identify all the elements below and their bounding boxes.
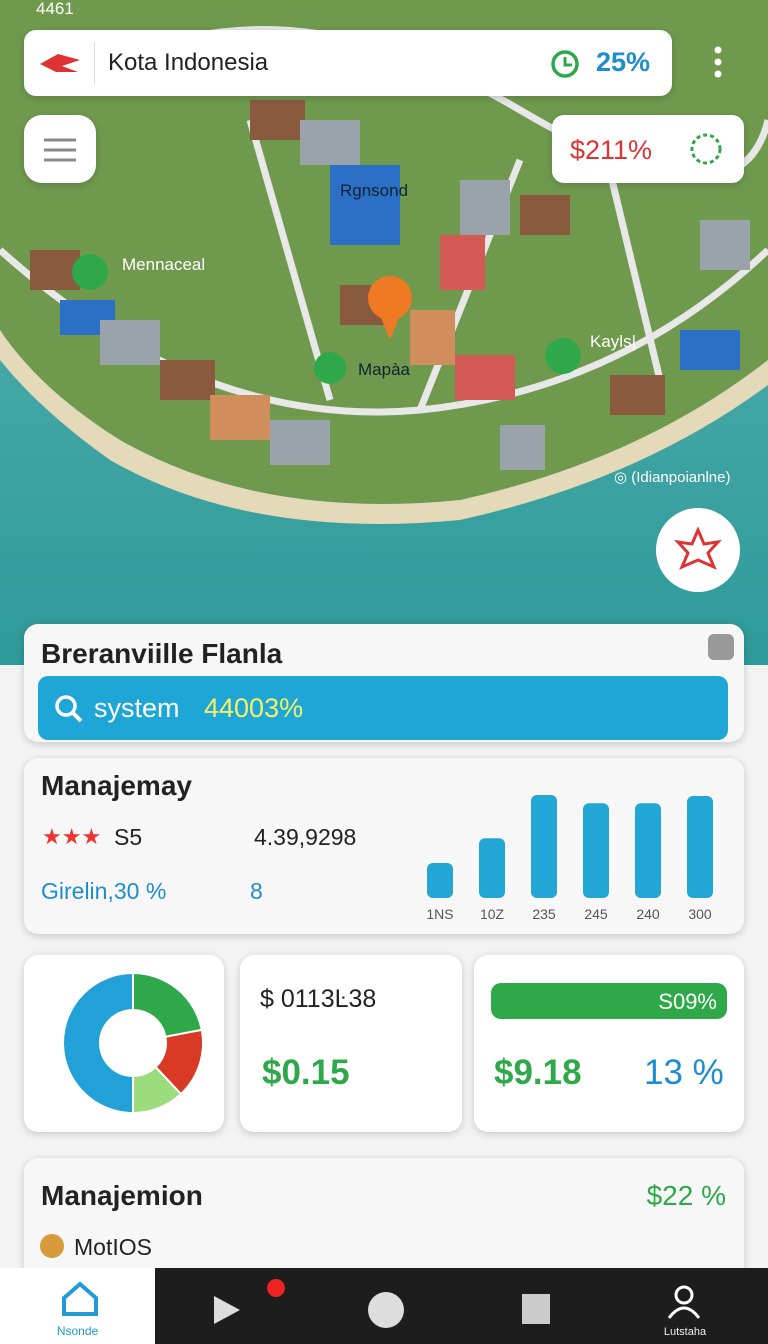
- flag-icon: [40, 54, 80, 72]
- value: $9.18: [494, 1053, 582, 1092]
- search-icon: [55, 695, 83, 723]
- rating-stars: ★★★: [42, 824, 102, 849]
- place-title: Breranviille Flanla: [41, 638, 283, 669]
- home-label: Nsonde: [56, 1324, 99, 1338]
- search-field[interactable]: system 44003%: [38, 676, 728, 740]
- donut-segment: [132, 971, 203, 1038]
- bar-label: 300: [688, 906, 712, 922]
- place-card: Breranviille Flanla system 44003%: [24, 624, 744, 742]
- menu-button[interactable]: [24, 115, 96, 183]
- profile-tab[interactable]: Lutstaha: [640, 1268, 730, 1344]
- bar-label: 10Z: [480, 906, 505, 922]
- amount-label: $ 0113Ŀ38: [260, 985, 377, 1013]
- bar-label: 245: [584, 906, 608, 922]
- map-label: Rgnsond: [340, 181, 408, 200]
- status-time: 4461: [36, 0, 74, 18]
- donut-chart: [62, 971, 204, 1115]
- progress-bar: S09%: [491, 983, 727, 1019]
- bar-label: 240: [636, 906, 660, 922]
- search-title: Kota Indonesia: [108, 49, 269, 76]
- clock-icon: [551, 50, 579, 78]
- count: 8: [250, 878, 263, 904]
- rating: S5: [114, 824, 143, 850]
- percent: 13 %: [644, 1053, 724, 1092]
- badge-icon: [690, 133, 722, 165]
- bar: [583, 803, 609, 898]
- bar: [479, 838, 505, 898]
- bar: [427, 862, 453, 898]
- search-label: system: [94, 693, 180, 723]
- amount-value: $0.15: [262, 1053, 350, 1092]
- progress-card: S09% $9.18 13 %: [474, 955, 744, 1132]
- badge[interactable]: $211%: [552, 115, 744, 183]
- summary-item: MotIOS: [74, 1234, 152, 1260]
- badge-value: $211%: [570, 135, 653, 165]
- donut-segment: [62, 971, 134, 1115]
- bar: [635, 803, 661, 898]
- bar-label: 235: [532, 906, 556, 922]
- summary-percent: $22 %: [646, 1180, 726, 1211]
- profile-label: Lutstaha: [663, 1326, 707, 1338]
- bar: [531, 795, 557, 898]
- bar-chart: 1NS 10Z 235 245 240 300: [426, 795, 713, 922]
- amount-card: $ 0113Ŀ38 $0.15: [240, 955, 462, 1132]
- system-nav: [214, 1279, 550, 1328]
- home-tab[interactable]: Nsonde: [0, 1268, 155, 1344]
- more-button[interactable]: [708, 46, 728, 80]
- home-icon: [62, 1281, 98, 1316]
- stats-card: Manajemay ★★★ S5 4.39,9298 Girelin,30 % …: [24, 758, 744, 934]
- bar-label: 1NS: [426, 906, 453, 922]
- profile-icon: [667, 1285, 701, 1319]
- amount: 4.39,9298: [254, 824, 357, 850]
- recent-button[interactable]: [522, 1294, 550, 1324]
- donut-card: [24, 955, 224, 1132]
- map-label: ◎ (Idianрoianlne): [614, 469, 731, 486]
- progress-label: S09%: [658, 989, 717, 1014]
- map-label: Mennaceal: [122, 255, 205, 274]
- back-button[interactable]: [214, 1296, 240, 1324]
- home-button[interactable]: [368, 1292, 404, 1328]
- menu-icon: [44, 138, 76, 162]
- growth: Girelin,30 %: [41, 878, 167, 904]
- map-label: Mapàa: [358, 360, 411, 379]
- stats-title: Manajemay: [41, 770, 192, 801]
- collapse-button[interactable]: [708, 634, 734, 660]
- item-icon: [40, 1234, 64, 1258]
- search-percent: 25%: [596, 47, 651, 77]
- map: Rgnsond Mennaceal Mapàa Kayls| ◎ (Idianр…: [0, 0, 768, 665]
- nav-bar: Nsonde Lutstaha: [0, 1268, 768, 1344]
- bar: [687, 796, 713, 898]
- search-value: 44003%: [204, 693, 304, 723]
- search-bar[interactable]: Kota Indonesia 25%: [24, 30, 672, 96]
- summary-title: Manajemion: [41, 1180, 203, 1211]
- map-label: Kayls|: [590, 332, 636, 351]
